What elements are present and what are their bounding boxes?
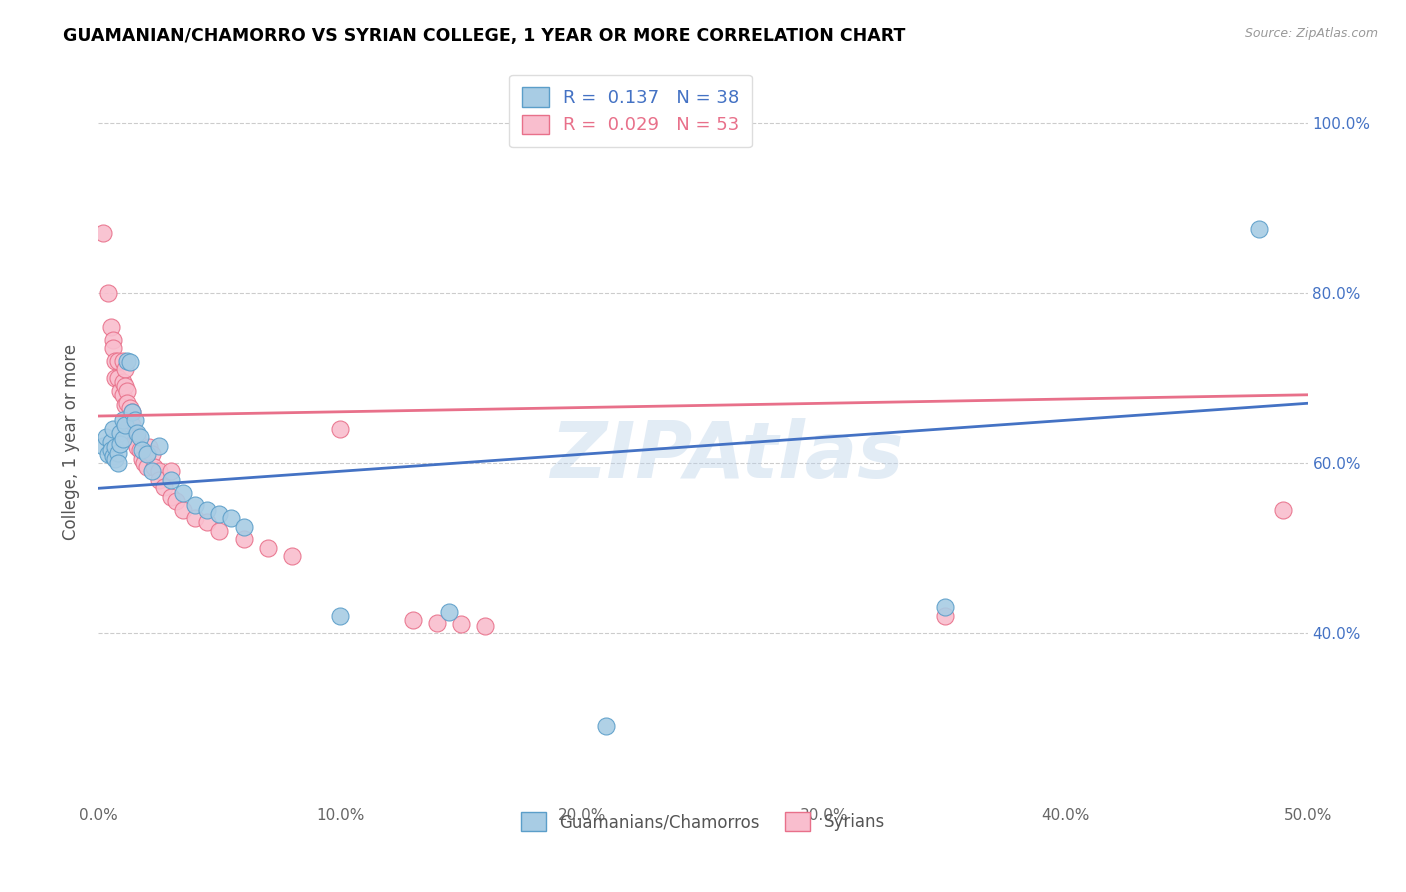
Point — [208, 507, 231, 521]
Point — [97, 285, 120, 300]
Point — [329, 608, 352, 623]
Point — [195, 502, 218, 516]
Point — [104, 441, 127, 455]
Point — [160, 473, 183, 487]
Point — [108, 425, 131, 440]
Point — [232, 519, 254, 533]
Point — [118, 401, 141, 415]
Point — [94, 430, 117, 444]
Point — [1249, 222, 1271, 236]
Point — [100, 443, 122, 458]
Point — [208, 524, 231, 538]
Point — [160, 464, 183, 478]
Text: GUAMANIAN/CHAMORRO VS SYRIAN COLLEGE, 1 YEAR OR MORE CORRELATION CHART: GUAMANIAN/CHAMORRO VS SYRIAN COLLEGE, 1 … — [63, 27, 905, 45]
Point — [329, 422, 352, 436]
Y-axis label: College, 1 year or more: College, 1 year or more — [62, 343, 80, 540]
Point — [450, 617, 472, 632]
Point — [108, 437, 131, 451]
Point — [148, 464, 170, 478]
Point — [138, 441, 160, 455]
Point — [97, 447, 120, 461]
Point — [184, 498, 207, 512]
Point — [184, 511, 207, 525]
Point — [107, 456, 129, 470]
Point — [107, 371, 129, 385]
Point — [117, 396, 139, 410]
Point — [100, 319, 122, 334]
Point — [127, 425, 149, 440]
Point — [111, 375, 134, 389]
Point — [114, 417, 136, 432]
Point — [160, 490, 183, 504]
Point — [127, 430, 149, 444]
Point — [256, 541, 278, 555]
Point — [104, 451, 127, 466]
Point — [131, 451, 153, 466]
Point — [281, 549, 304, 564]
Point — [101, 333, 124, 347]
Point — [128, 443, 150, 458]
Point — [111, 353, 134, 368]
Point — [114, 362, 136, 376]
Point — [91, 227, 114, 241]
Point — [104, 353, 127, 368]
Point — [172, 485, 194, 500]
Point — [474, 619, 496, 633]
Point — [595, 719, 617, 733]
Point — [172, 502, 194, 516]
Point — [101, 341, 124, 355]
Point — [107, 353, 129, 368]
Point — [165, 494, 187, 508]
Point — [402, 613, 425, 627]
Point — [934, 600, 956, 615]
Point — [934, 608, 956, 623]
Point — [128, 430, 150, 444]
Point — [101, 422, 124, 436]
Point — [221, 511, 243, 525]
Text: ZIPAtlas: ZIPAtlas — [550, 418, 904, 494]
Point — [111, 388, 134, 402]
Point — [114, 379, 136, 393]
Point — [232, 533, 254, 547]
Point — [152, 480, 174, 494]
Point — [141, 464, 163, 478]
Point — [148, 439, 170, 453]
Point — [148, 473, 170, 487]
Point — [118, 355, 141, 369]
Point — [1272, 502, 1295, 516]
Point — [107, 445, 129, 459]
Point — [104, 371, 127, 385]
Point — [117, 384, 139, 398]
Point — [111, 432, 134, 446]
Point — [124, 434, 146, 449]
Point — [195, 516, 218, 530]
Point — [143, 460, 166, 475]
Point — [114, 398, 136, 412]
Point — [111, 413, 134, 427]
Point — [124, 425, 146, 440]
Point — [91, 439, 114, 453]
Point — [121, 405, 143, 419]
Point — [118, 415, 141, 429]
Point — [108, 384, 131, 398]
Point — [134, 456, 156, 470]
Point — [121, 405, 143, 419]
Legend: Guamanians/Chamorros, Syrians: Guamanians/Chamorros, Syrians — [515, 805, 891, 838]
Point — [426, 615, 449, 630]
Point — [127, 441, 149, 455]
Point — [100, 434, 122, 449]
Point — [121, 417, 143, 432]
Point — [135, 460, 157, 475]
Point — [101, 449, 124, 463]
Point — [437, 605, 460, 619]
Point — [141, 447, 163, 461]
Point — [117, 353, 139, 368]
Point — [124, 413, 146, 427]
Text: Source: ZipAtlas.com: Source: ZipAtlas.com — [1244, 27, 1378, 40]
Point — [135, 447, 157, 461]
Point — [131, 443, 153, 458]
